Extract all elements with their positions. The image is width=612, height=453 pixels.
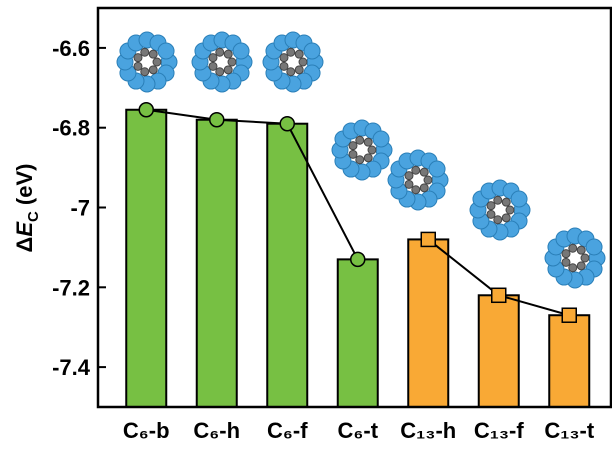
cluster-image	[263, 32, 323, 92]
atom	[216, 48, 224, 56]
atom	[209, 62, 217, 70]
atom	[216, 68, 224, 76]
y-label-symbol: Δ	[12, 237, 37, 253]
atom	[364, 154, 372, 162]
atom	[224, 66, 232, 74]
marker	[562, 308, 576, 322]
atom	[494, 216, 502, 224]
atom	[502, 198, 510, 206]
x-tick-label: C₁₃-h	[400, 418, 456, 443]
atom	[405, 172, 413, 180]
atom	[158, 43, 174, 59]
x-tick-label: C₆-b	[123, 418, 170, 443]
y-tick-label: -6.8	[52, 116, 90, 141]
marker	[210, 113, 224, 127]
atom	[569, 244, 577, 252]
bar	[197, 120, 237, 407]
y-tick-label: -6.6	[52, 36, 90, 61]
atom	[487, 202, 495, 210]
y-label-variable: E	[12, 221, 37, 237]
atom	[562, 258, 570, 266]
x-tick-label: C₁₃-f	[474, 418, 524, 443]
atom	[141, 68, 149, 76]
atom	[149, 50, 157, 58]
bar	[338, 259, 378, 407]
y-label-subscript: C	[25, 211, 42, 222]
bar	[479, 295, 519, 407]
atom	[141, 48, 149, 56]
atom	[134, 62, 142, 70]
atom	[295, 50, 303, 58]
cluster-image	[388, 150, 448, 210]
atom	[487, 210, 495, 218]
atom	[420, 168, 428, 176]
chart: ΔEC (eV) -6.6 -6.8 -7 -7.2 -7.4 C₆-b C₆-h C₆-f C₆…	[0, 0, 612, 448]
atom	[368, 146, 376, 154]
atom	[287, 68, 295, 76]
atom	[349, 150, 357, 158]
atom	[356, 136, 364, 144]
cluster-image	[545, 228, 605, 288]
bar	[549, 315, 589, 407]
x-tick-label: C₆-f	[267, 418, 308, 443]
atom	[424, 176, 432, 184]
marker	[492, 288, 506, 302]
atom	[280, 62, 288, 70]
atom	[287, 48, 295, 56]
connector-line	[146, 110, 358, 260]
atom	[577, 246, 585, 254]
atom	[295, 66, 303, 74]
x-tick-label: C₆-t	[337, 418, 378, 443]
x-tick-label: C₁₃-t	[544, 418, 594, 443]
atom	[405, 180, 413, 188]
atom	[511, 191, 527, 207]
cluster-image	[470, 180, 530, 240]
atom	[228, 58, 236, 66]
atom	[233, 43, 249, 59]
atom	[209, 54, 217, 62]
y-label-unit: (eV)	[12, 164, 37, 206]
atom	[153, 58, 161, 66]
atom	[502, 214, 510, 222]
cluster-image	[192, 32, 252, 92]
atom	[356, 156, 364, 164]
cluster-image	[117, 32, 177, 92]
y-axis-label: ΔEC (eV)	[12, 164, 42, 253]
bar	[408, 239, 448, 407]
bar	[126, 110, 166, 407]
atom	[412, 186, 420, 194]
atom	[569, 264, 577, 272]
atom	[506, 206, 514, 214]
atom	[349, 142, 357, 150]
atom	[577, 262, 585, 270]
atom	[373, 131, 389, 147]
atom	[581, 254, 589, 262]
marker	[351, 252, 365, 266]
marker	[280, 117, 294, 131]
atom	[429, 161, 445, 177]
marker	[421, 232, 435, 246]
y-tick-label: -7.4	[52, 355, 91, 380]
marker	[139, 103, 153, 117]
atom	[364, 138, 372, 146]
y-tick-label: -7.2	[52, 275, 90, 300]
x-tick-label: C₆-h	[193, 418, 240, 443]
cluster-image	[332, 120, 392, 180]
atom	[134, 54, 142, 62]
y-tick-label: -7	[70, 196, 90, 221]
bar	[267, 124, 307, 407]
atom	[562, 250, 570, 258]
atom	[280, 54, 288, 62]
atom	[586, 239, 602, 255]
atom	[224, 50, 232, 58]
atom	[149, 66, 157, 74]
atom	[304, 43, 320, 59]
atom	[420, 184, 428, 192]
atom	[494, 196, 502, 204]
atom	[299, 58, 307, 66]
atom	[412, 166, 420, 174]
